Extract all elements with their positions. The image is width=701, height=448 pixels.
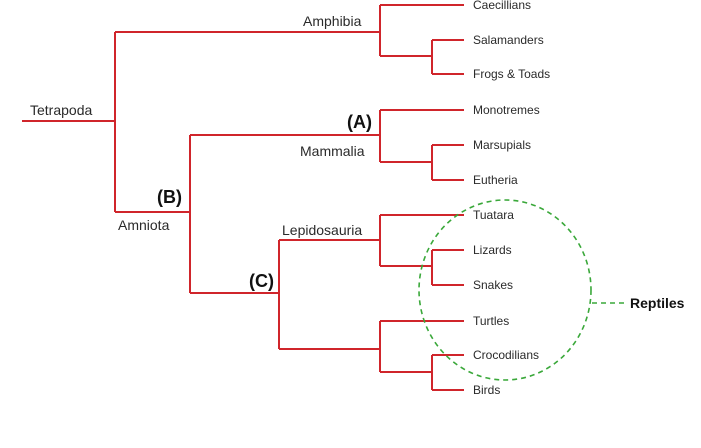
label-reptiles: Reptiles bbox=[630, 295, 685, 311]
label-amniota: Amniota bbox=[118, 217, 170, 233]
leaf-salamanders: Salamanders bbox=[473, 33, 544, 47]
leaf-caecillians: Caecillians bbox=[473, 0, 531, 12]
leaf-tuatara: Tuatara bbox=[473, 208, 514, 222]
leaf-snakes: Snakes bbox=[473, 278, 513, 292]
leaf-eutheria: Eutheria bbox=[473, 173, 518, 187]
label-tetrapoda: Tetrapoda bbox=[30, 102, 92, 118]
reptiles-circle bbox=[418, 199, 592, 381]
leaf-lizards: Lizards bbox=[473, 243, 512, 257]
reptiles-group bbox=[418, 199, 625, 381]
leaf-birds: Birds bbox=[473, 383, 500, 397]
leaf-monotremes: Monotremes bbox=[473, 103, 540, 117]
label-mammalia: Mammalia bbox=[300, 143, 365, 159]
tree-branches bbox=[22, 4, 464, 391]
marker-b: (B) bbox=[157, 187, 182, 207]
label-lepidosauria: Lepidosauria bbox=[282, 222, 362, 238]
leaf-marsupials: Marsupials bbox=[473, 138, 531, 152]
leaf-frogs-toads: Frogs & Toads bbox=[473, 67, 550, 81]
leaf-crocodilians: Crocodilians bbox=[473, 348, 539, 362]
marker-a: (A) bbox=[347, 112, 372, 132]
leaf-turtles: Turtles bbox=[473, 314, 509, 328]
label-amphibia: Amphibia bbox=[303, 13, 362, 29]
marker-c: (C) bbox=[249, 271, 274, 291]
